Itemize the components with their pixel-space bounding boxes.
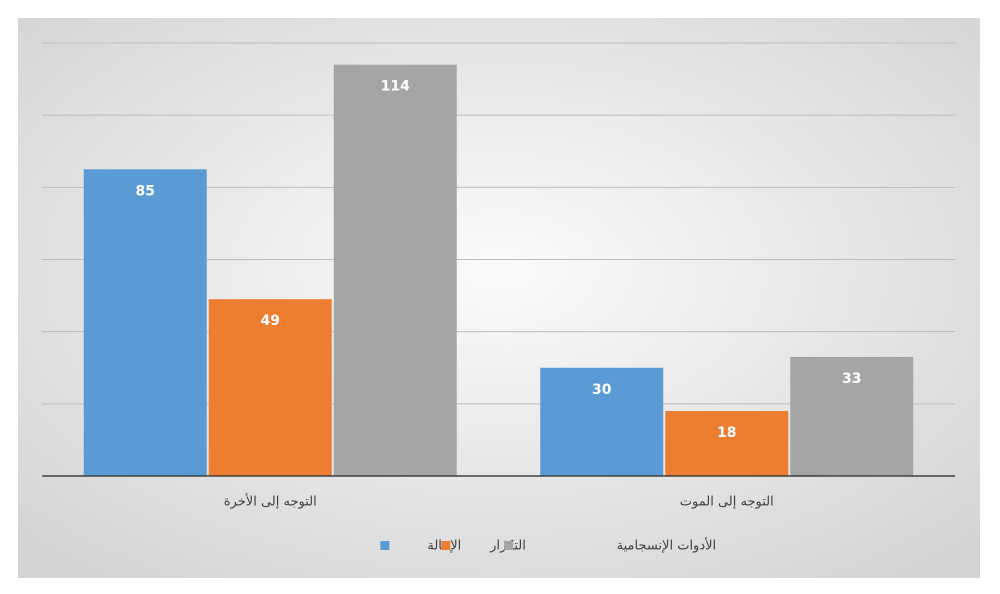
legend-swatch: [441, 541, 451, 550]
bar: [208, 299, 332, 476]
bar: [83, 169, 207, 476]
data-label: 49: [261, 313, 280, 329]
bar: [540, 367, 664, 476]
data-label: 33: [842, 371, 861, 387]
bar: [790, 356, 914, 476]
bar: [333, 64, 457, 477]
legend-label: الأدوات الإنسجامية: [617, 537, 717, 554]
x-tick-label: التوجه إلى الموت: [680, 495, 774, 510]
legend-swatch: [380, 541, 390, 550]
bar: [665, 411, 789, 476]
data-label: 30: [592, 382, 612, 398]
data-label: 85: [136, 183, 155, 199]
data-label: 18: [717, 425, 736, 441]
legend-swatch: [504, 541, 514, 550]
data-label: 114: [381, 79, 410, 95]
x-tick-label: التوجه إلى الأخرة: [224, 493, 317, 510]
